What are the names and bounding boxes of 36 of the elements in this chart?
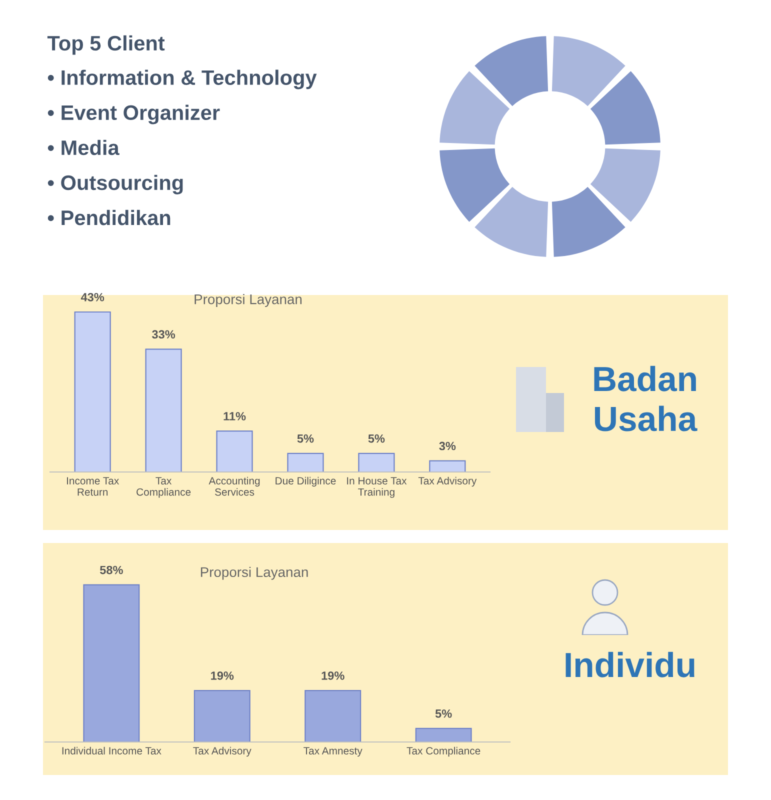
data-label: 3% xyxy=(439,442,456,450)
x-tick-label: Tax Advisory xyxy=(418,476,477,487)
data-label: 58% xyxy=(100,566,123,574)
data-label: 5% xyxy=(435,709,452,718)
text: Top 5 Client xyxy=(47,35,165,55)
bar xyxy=(287,452,324,472)
x-tick-label: Accounting Services xyxy=(208,476,260,496)
chart-title: Proporsi Layanan xyxy=(200,566,308,580)
chart-title: Proporsi Layanan xyxy=(194,294,302,307)
x-tick-label: Due Diligince xyxy=(276,476,336,487)
text: • Media xyxy=(48,140,120,156)
bar xyxy=(74,311,111,472)
x-tick-label: Individual Income Tax xyxy=(62,746,162,755)
bar xyxy=(145,348,182,472)
data-label: 19% xyxy=(322,671,344,680)
data-label: 5% xyxy=(368,434,385,443)
x-tick-label: Tax Compliance xyxy=(136,477,191,498)
text: Badan Usaha xyxy=(594,366,698,432)
text: • Information & Technology xyxy=(48,70,317,90)
bar xyxy=(429,460,466,472)
data-label: 43% xyxy=(80,292,104,302)
text: Individu xyxy=(566,652,694,678)
data-label: 33% xyxy=(152,330,176,339)
x-tick-label: Tax Advisory xyxy=(193,746,252,757)
x-tick-label: Tax Compliance xyxy=(406,746,480,757)
data-label: 5% xyxy=(297,434,314,443)
data-label: 11% xyxy=(224,412,246,420)
data-label: 19% xyxy=(211,671,234,680)
bar xyxy=(216,430,253,472)
text: • Pendidikan xyxy=(48,210,170,226)
x-tick-label: Income Tax Return xyxy=(67,477,120,496)
text: • Event Organizer xyxy=(48,104,220,124)
text: • Outsourcing xyxy=(48,174,183,194)
x-tick-label: Tax Amnesty xyxy=(304,747,362,757)
bar xyxy=(358,452,395,472)
x-tick-label: In House Tax Training xyxy=(347,477,407,498)
